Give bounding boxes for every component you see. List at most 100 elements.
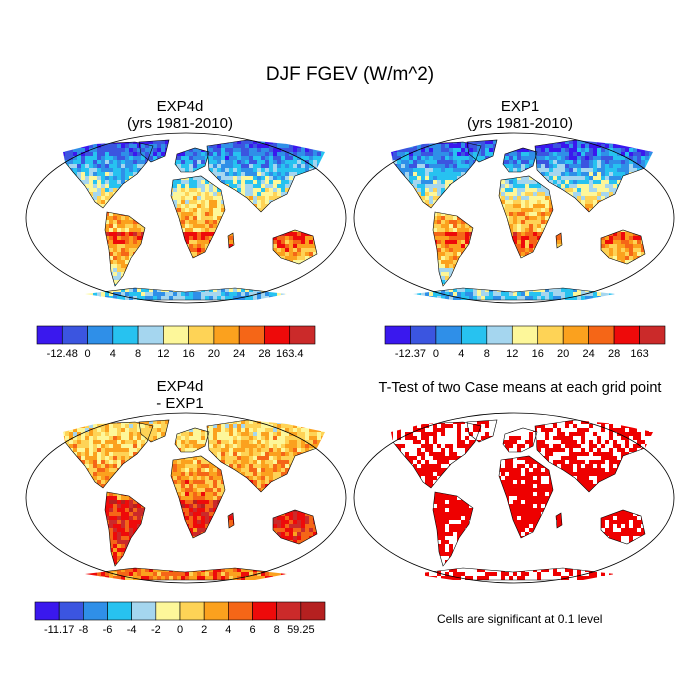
colorbar-exp1-label: 12 bbox=[506, 348, 518, 360]
colorbar-exp1-label: 0 bbox=[433, 348, 439, 360]
colorbar-exp4d-label: 24 bbox=[233, 348, 245, 360]
coastline-africa bbox=[170, 455, 226, 539]
colorbar-exp1-swatch bbox=[588, 325, 615, 345]
colorbar-difference-label: 4 bbox=[225, 624, 231, 636]
significance-note: Cells are significant at 0.1 level bbox=[437, 612, 603, 626]
coastline-south-america bbox=[104, 211, 146, 287]
coastline-south-america bbox=[104, 491, 146, 567]
colorbar-difference-label: -8 bbox=[78, 624, 88, 636]
coastline-australia bbox=[600, 229, 646, 265]
colorbar-exp1-label: 24 bbox=[583, 348, 595, 360]
colorbar-exp1-swatch bbox=[461, 325, 488, 345]
colorbar-difference-label: 59.25 bbox=[287, 624, 315, 636]
colorbar-difference-swatch bbox=[107, 601, 132, 621]
colorbar-exp4d-swatch bbox=[137, 325, 164, 345]
colorbar-difference-swatch bbox=[58, 601, 84, 621]
colorbar-difference-label: 2 bbox=[201, 624, 207, 636]
colorbar-exp1-label: 16 bbox=[532, 348, 544, 360]
colorbar-exp4d-label: -12.48 bbox=[47, 348, 78, 360]
colorbar-difference-swatch bbox=[155, 601, 181, 621]
coastline-north-america bbox=[390, 421, 482, 489]
map-border bbox=[25, 132, 347, 304]
colorbar-exp4d-swatch bbox=[238, 325, 265, 345]
coastline-madagascar bbox=[555, 512, 563, 529]
colorbar-difference-label: 0 bbox=[177, 624, 183, 636]
colorbar-exp1-label: 28 bbox=[608, 348, 620, 360]
coastline-madagascar bbox=[555, 232, 563, 249]
coastline-africa bbox=[498, 175, 554, 259]
colorbar-exp1-label: -12.37 bbox=[395, 348, 426, 360]
colorbar-difference-swatch bbox=[228, 601, 253, 621]
colorbar-difference-label: 8 bbox=[274, 624, 280, 636]
colorbar-exp4d-label: 16 bbox=[183, 348, 195, 360]
colorbar-exp4d-label: 28 bbox=[258, 348, 270, 360]
map-panel-difference bbox=[25, 412, 347, 584]
coastline-madagascar bbox=[227, 512, 235, 529]
colorbar-exp1-swatch bbox=[511, 325, 539, 345]
colorbar-exp4d-label: 12 bbox=[157, 348, 169, 360]
colorbar-exp1-label: 4 bbox=[458, 348, 464, 360]
coastline-greenland bbox=[466, 419, 498, 443]
colorbar-exp4d-swatch bbox=[61, 325, 88, 345]
panel-title-bottom-left-diff: - EXP1 bbox=[156, 395, 204, 412]
colorbar-exp1-swatch bbox=[384, 325, 411, 345]
colorbar-exp4d-swatch bbox=[87, 325, 114, 345]
coastline-europe bbox=[174, 147, 210, 173]
colorbar-exp4d-swatch bbox=[163, 325, 189, 345]
colorbar-difference-label: -2 bbox=[151, 624, 161, 636]
coastline-australia bbox=[272, 229, 318, 265]
colorbar-difference-swatch bbox=[252, 601, 277, 621]
panel-title-top-left-years: (yrs 1981-2010) bbox=[127, 115, 233, 132]
coastline-greenland bbox=[138, 419, 170, 443]
map-panel-exp1 bbox=[353, 132, 675, 304]
colorbar-difference-swatch bbox=[300, 601, 326, 621]
colorbar-exp1-label: 8 bbox=[484, 348, 490, 360]
colorbar-exp1-swatch bbox=[435, 325, 462, 345]
colorbar-difference-label: -6 bbox=[103, 624, 113, 636]
panel-title-top-left: EXP4d (yrs 1981-2010) bbox=[60, 98, 300, 132]
colorbar-difference-swatch bbox=[83, 601, 108, 621]
colorbar-difference-swatch bbox=[131, 601, 157, 621]
panel-title-bottom-left-name: EXP4d bbox=[156, 378, 204, 395]
colorbar-exp4d-label: 163.4 bbox=[276, 348, 304, 360]
map-border bbox=[353, 132, 675, 304]
coastline-europe bbox=[502, 427, 538, 453]
colorbar-exp4d-label: 0 bbox=[84, 348, 90, 360]
colorbar-exp1-swatch bbox=[410, 325, 437, 345]
colorbar-exp4d-label: 20 bbox=[208, 348, 220, 360]
coastline-south-america bbox=[432, 211, 474, 287]
colorbar-exp4d-swatch bbox=[188, 325, 215, 345]
map-panel-exp4d bbox=[25, 132, 347, 304]
map-panel-ttest bbox=[353, 412, 675, 584]
panel-title-top-left-name: EXP4d bbox=[156, 98, 204, 115]
colorbar-difference-label: -11.17 bbox=[44, 624, 74, 636]
colorbar-exp1-label: 163 bbox=[630, 348, 648, 360]
main-title: DJF FGEV (W/m^2) bbox=[265, 64, 435, 85]
colorbar-exp1: -12.37 0 4 8 12 16 20 24 28 163 bbox=[384, 325, 666, 360]
coastline-africa bbox=[170, 175, 226, 259]
colorbar-exp4d-label: 4 bbox=[110, 348, 116, 360]
colorbar-exp4d: -12.48 0 4 8 12 16 20 24 28 163.4 bbox=[36, 325, 316, 360]
panel-title-top-right-name: EXP1 bbox=[500, 98, 540, 115]
colorbar-exp1-swatch bbox=[639, 325, 666, 345]
colorbar-exp1-swatch bbox=[537, 325, 564, 345]
colorbar-exp1-swatch bbox=[613, 325, 640, 345]
coastline-south-america bbox=[432, 491, 474, 567]
colorbar-difference-swatch bbox=[203, 601, 229, 621]
coastline-australia bbox=[600, 509, 646, 545]
colorbar-exp4d-label: 8 bbox=[135, 348, 141, 360]
panel-title-top-right: EXP1 (yrs 1981-2010) bbox=[400, 98, 640, 132]
colorbar-difference-label: 6 bbox=[249, 624, 255, 636]
colorbar-exp4d-swatch bbox=[264, 325, 291, 345]
colorbar-exp4d-swatch bbox=[213, 325, 240, 345]
coastline-north-america bbox=[390, 141, 482, 209]
colorbar-exp1-label: 20 bbox=[557, 348, 569, 360]
coastline-europe bbox=[502, 147, 538, 173]
coastline-australia bbox=[272, 509, 318, 545]
coastline-madagascar bbox=[227, 232, 235, 249]
panel-title-top-right-years: (yrs 1981-2010) bbox=[467, 115, 573, 132]
colorbar-exp4d-swatch bbox=[36, 325, 63, 345]
coastline-north-america bbox=[62, 141, 154, 209]
colorbar-difference-swatch bbox=[34, 601, 60, 621]
colorbar-exp4d-swatch bbox=[112, 325, 139, 345]
